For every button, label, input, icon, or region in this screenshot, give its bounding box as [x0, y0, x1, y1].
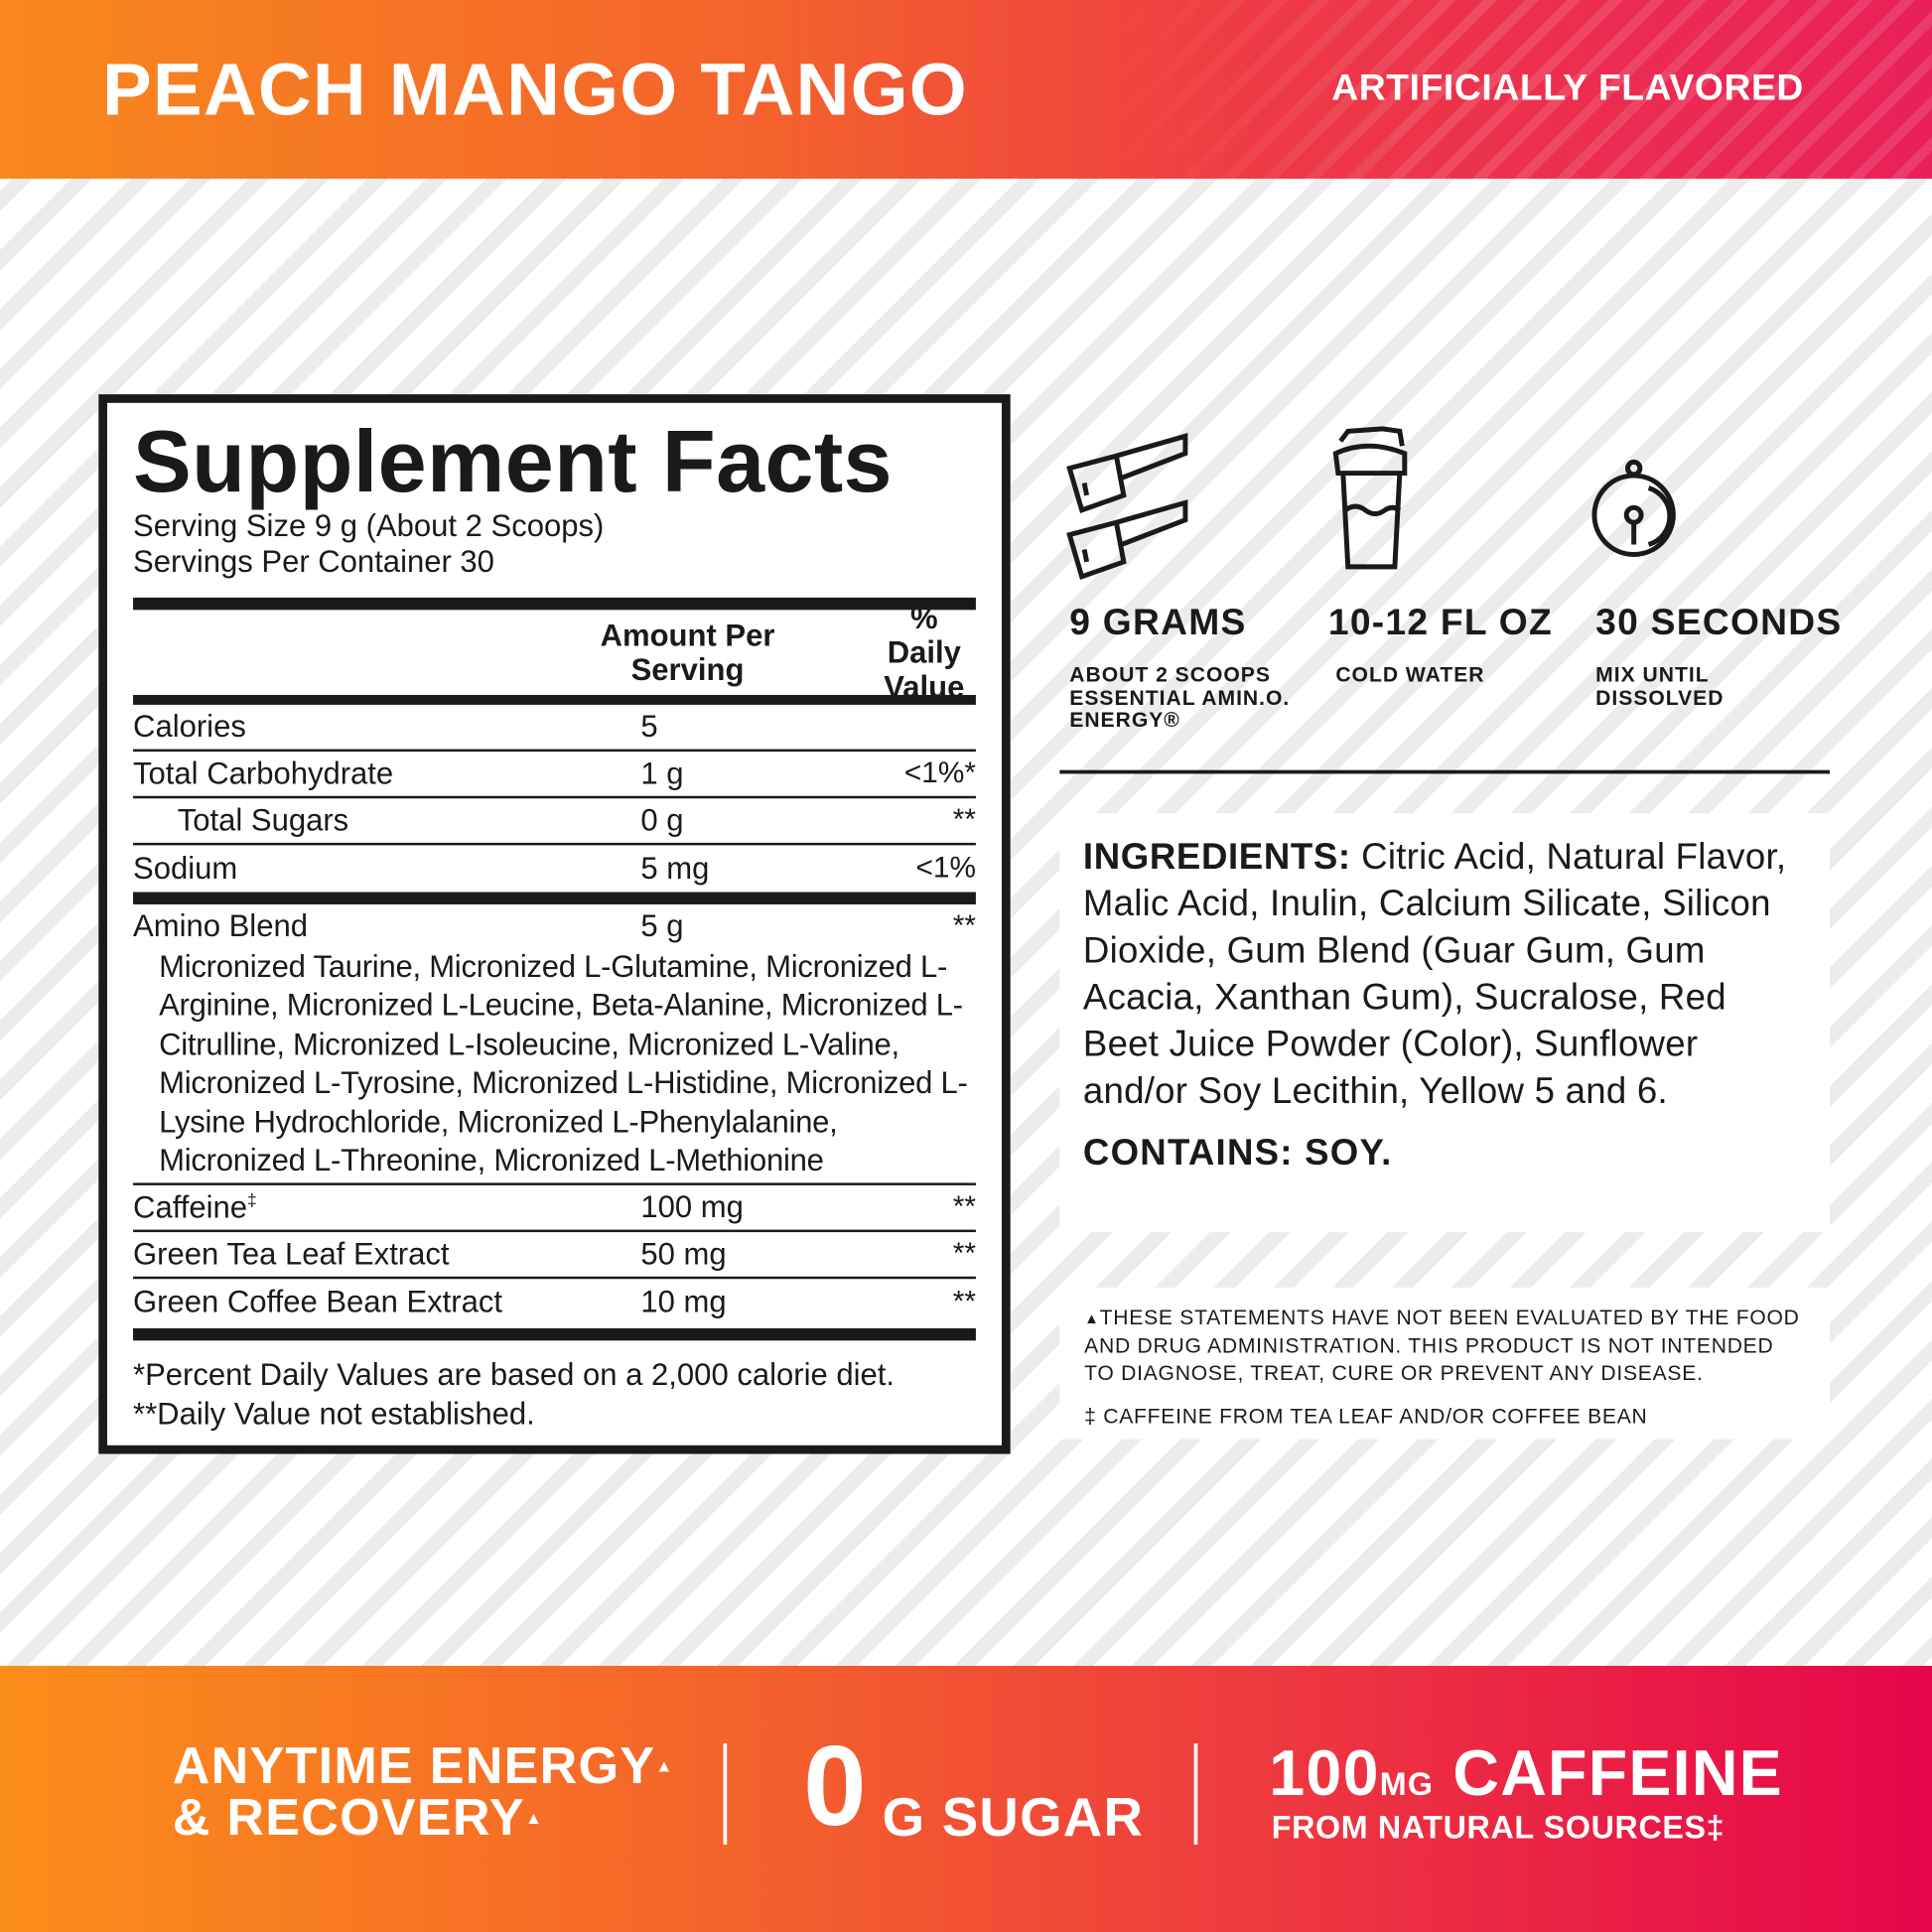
table-row: Total Sugars 0 g **	[133, 798, 976, 846]
divider-thick	[133, 1328, 976, 1341]
col-amount: Amount Per Serving	[600, 618, 775, 687]
facts-title: Supplement Facts	[133, 413, 893, 512]
col-dv: % Daily Value	[884, 601, 965, 705]
direction-water: 10-12 FL OZ COLD WATER	[1327, 602, 1553, 687]
allergen-statement: CONTAINS: SOY.	[1082, 1132, 1393, 1173]
table-row: Calories 5	[133, 705, 976, 753]
triangle-icon: ▲	[1084, 1310, 1100, 1327]
flavor-banner: PEACH MANGO TANGO ARTIFICIALLY FLAVORED	[0, 0, 1932, 179]
claim-sugar-zero: 0	[803, 1724, 867, 1850]
table-row: Amino Blend 5 g **	[133, 908, 976, 944]
flavor-name: PEACH MANGO TANGO	[102, 48, 968, 131]
table-row: Total Carbohydrate 1 g <1%*	[133, 752, 976, 799]
divider	[1059, 769, 1830, 774]
divider-thick	[133, 694, 976, 705]
artificially-flavored: ARTIFICIALLY FLAVORED	[1331, 68, 1804, 109]
ingredients-text: Citric Acid, Natural Flavor, Malic Acid,…	[1082, 836, 1787, 1112]
disclaimer-panel: ▲THESE STATEMENTS HAVE NOT BEEN EVALUATE…	[1059, 1287, 1830, 1440]
fda-disclaimer: THESE STATEMENTS HAVE NOT BEEN EVALUATED…	[1084, 1306, 1800, 1385]
claim-caffeine: 100MG CAFFEINE	[1269, 1738, 1783, 1811]
amino-blend-contents: Micronized Taurine, Micronized L-Glutami…	[133, 949, 976, 1186]
table-header: Amount Per Serving % Daily Value	[133, 601, 976, 704]
ingredients-label: INGREDIENTS:	[1082, 836, 1351, 878]
table-row: Sodium 5 mg <1%	[133, 850, 976, 886]
supplement-facts-panel: Supplement Facts Serving Size 9 g (About…	[98, 394, 1011, 1454]
direction-time: 30 SECONDS MIX UNTIL DISSOLVED	[1595, 602, 1843, 710]
claim-sugar-label: G SUGAR	[882, 1787, 1145, 1849]
stopwatch-icon	[1591, 459, 1676, 557]
claims-banner: ANYTIME ENERGY▲ & RECOVERY▲ 0 G SUGAR 10…	[0, 1665, 1932, 1932]
scoops-icon	[1066, 433, 1188, 581]
divider	[1193, 1743, 1198, 1845]
footnote-dv: *Percent Daily Values are based on a 2,0…	[133, 1358, 895, 1393]
claim-energy: ANYTIME ENERGY▲ & RECOVERY▲	[172, 1735, 674, 1847]
table-row: Green Coffee Bean Extract 10 mg **	[133, 1285, 976, 1320]
serving-size: Serving Size 9 g (About 2 Scoops)	[133, 508, 605, 544]
divider-thick	[133, 892, 976, 904]
ingredients-panel: INGREDIENTS: Citric Acid, Natural Flavor…	[1059, 813, 1830, 1233]
divider	[723, 1743, 728, 1845]
caffeine-source-note: ‡ CAFFEINE FROM TEA LEAF AND/OR COFFEE B…	[1084, 1404, 1648, 1428]
table-row: Green Tea Leaf Extract 50 mg **	[133, 1233, 976, 1280]
claim-caffeine-source: FROM NATURAL SOURCES‡	[1271, 1808, 1725, 1847]
servings-per-container: Servings Per Container 30	[133, 544, 494, 580]
direction-amount: 9 GRAMS ABOUT 2 SCOOPS ESSENTIAL AMIN.O. E…	[1069, 602, 1291, 733]
table-row: Caffeine‡ 100 mg **	[133, 1185, 976, 1233]
shaker-icon	[1332, 426, 1408, 570]
footnote-not-established: **Daily Value not established.	[133, 1397, 535, 1433]
divider-thick	[133, 597, 976, 611]
